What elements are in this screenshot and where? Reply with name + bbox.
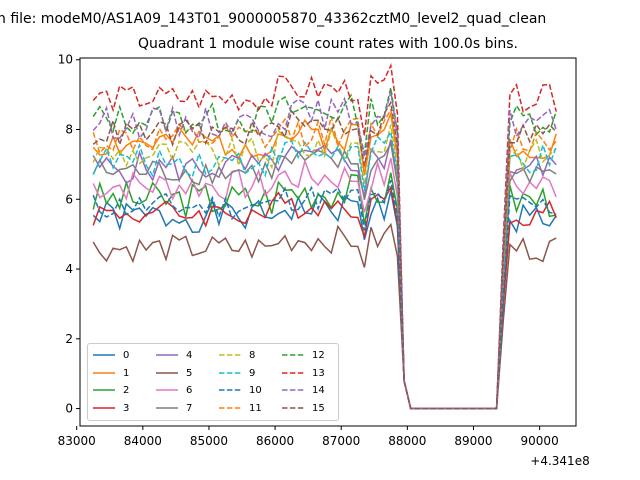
legend-label: 10 (249, 385, 262, 396)
x-tick-label: 87000 (322, 434, 360, 448)
legend-label: 12 (312, 350, 325, 361)
legend-swatch (93, 371, 115, 374)
legend-swatch (282, 389, 304, 391)
legend-swatch (282, 371, 304, 374)
legend-label: 3 (123, 402, 130, 414)
series-lines (92, 62, 557, 410)
legend-swatch (219, 354, 241, 356)
legend-label: 5 (186, 367, 193, 379)
x-tick-label: 83000 (58, 434, 96, 448)
x-tick-label: 88000 (388, 434, 426, 448)
y-tick-label: 10 (58, 53, 73, 67)
legend-label: 14 (312, 385, 325, 396)
legend-label: 1 (123, 367, 130, 379)
y-tick-label: 6 (65, 192, 73, 206)
legend-swatch (156, 354, 178, 356)
y-tick-label: 8 (65, 123, 73, 137)
legend-label: 4 (186, 350, 193, 361)
legend-label: 0 (123, 350, 130, 361)
legend-label: 13 (312, 367, 325, 379)
x-tick-label: 86000 (256, 434, 294, 448)
legend-swatch (93, 406, 115, 409)
x-axis: 83000 84000 85000 86000 87000 88000 89000 90000 (58, 426, 559, 448)
legend-label: 2 (123, 385, 130, 396)
y-tick-label: 4 (65, 262, 73, 276)
legend-swatch (282, 354, 304, 356)
x-tick-label: 90000 (521, 434, 559, 448)
chart-title: Quadrant 1 module wise count rates with … (138, 36, 518, 52)
x-offset-label: +4.341e8 (530, 454, 589, 468)
legend-swatch (219, 389, 241, 391)
legend-label: 15 (312, 402, 325, 414)
legend: 0 1 2 3 4 5 6 7 8 9 10 11 12 13 14 15 (87, 343, 339, 421)
legend-label: 8 (249, 350, 256, 361)
legend-label: 6 (186, 385, 193, 396)
y-tick-label: 0 (65, 402, 73, 416)
legend-label: 9 (249, 367, 256, 379)
figure-suptitle: n file: modeM0/AS1A09_143T01_9000005870_… (0, 11, 547, 27)
series-line-15 (92, 100, 557, 410)
y-tick-label: 2 (65, 332, 73, 346)
legend-label: 7 (186, 402, 193, 414)
x-tick-label: 89000 (454, 434, 492, 448)
series-line-9 (92, 129, 557, 410)
axes-frame (79, 57, 577, 427)
legend-swatch (219, 371, 241, 374)
legend-swatch (156, 406, 178, 409)
legend-swatch (282, 406, 304, 409)
legend-swatch (156, 371, 178, 374)
legend-label: 11 (249, 402, 262, 414)
legend-swatch (156, 389, 178, 391)
legend-swatch (219, 406, 241, 409)
legend-swatch (93, 354, 115, 356)
x-tick-label: 84000 (124, 434, 162, 448)
x-tick-label: 85000 (190, 434, 228, 448)
legend-swatch (93, 389, 115, 391)
y-axis: 0 2 4 6 8 10 (58, 53, 80, 416)
